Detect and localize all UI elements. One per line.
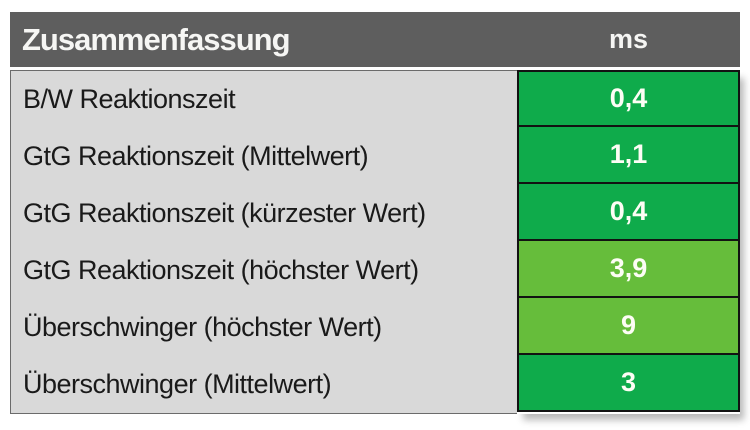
value-column: 0,4 1,1 0,4 3,9 9 3 (517, 70, 740, 414)
summary-table: Zusammenfassung ms B/W Reaktionszeit GtG… (10, 12, 740, 414)
row-label-gtg-kuerzester-wert: GtG Reaktionszeit (kürzester Wert) (23, 198, 426, 228)
value-cell-gtg-hoechster-wert: 3,9 (517, 241, 740, 298)
value-cell-gtg-mittelwert: 1,1 (517, 127, 740, 184)
row-label-ueberschwinger-hoechster-wert: Überschwinger (höchster Wert) (23, 312, 382, 342)
row-label-ueberschwinger-mittelwert: Überschwinger (Mittelwert) (23, 369, 332, 399)
table-title: Zusammenfassung (22, 21, 291, 57)
table-body: B/W Reaktionszeit GtG Reaktionszeit (Mit… (10, 70, 740, 414)
row-label-bw-reaktionszeit: B/W Reaktionszeit (23, 84, 236, 114)
value-cell-ueberschwinger-hoechster-wert: 9 (517, 298, 740, 355)
label-column: B/W Reaktionszeit GtG Reaktionszeit (Mit… (10, 70, 517, 414)
table-header-row: Zusammenfassung ms (10, 12, 740, 67)
value-cell-ueberschwinger-mittelwert: 3 (517, 355, 740, 412)
row-label-gtg-hoechster-wert: GtG Reaktionszeit (höchster Wert) (23, 255, 419, 285)
value-cell-bw-reaktionszeit: 0,4 (517, 70, 740, 127)
row-label-gtg-mittelwert: GtG Reaktionszeit (Mittelwert) (23, 141, 369, 171)
unit-column-header: ms (608, 24, 649, 54)
value-cell-gtg-kuerzester-wert: 0,4 (517, 184, 740, 241)
